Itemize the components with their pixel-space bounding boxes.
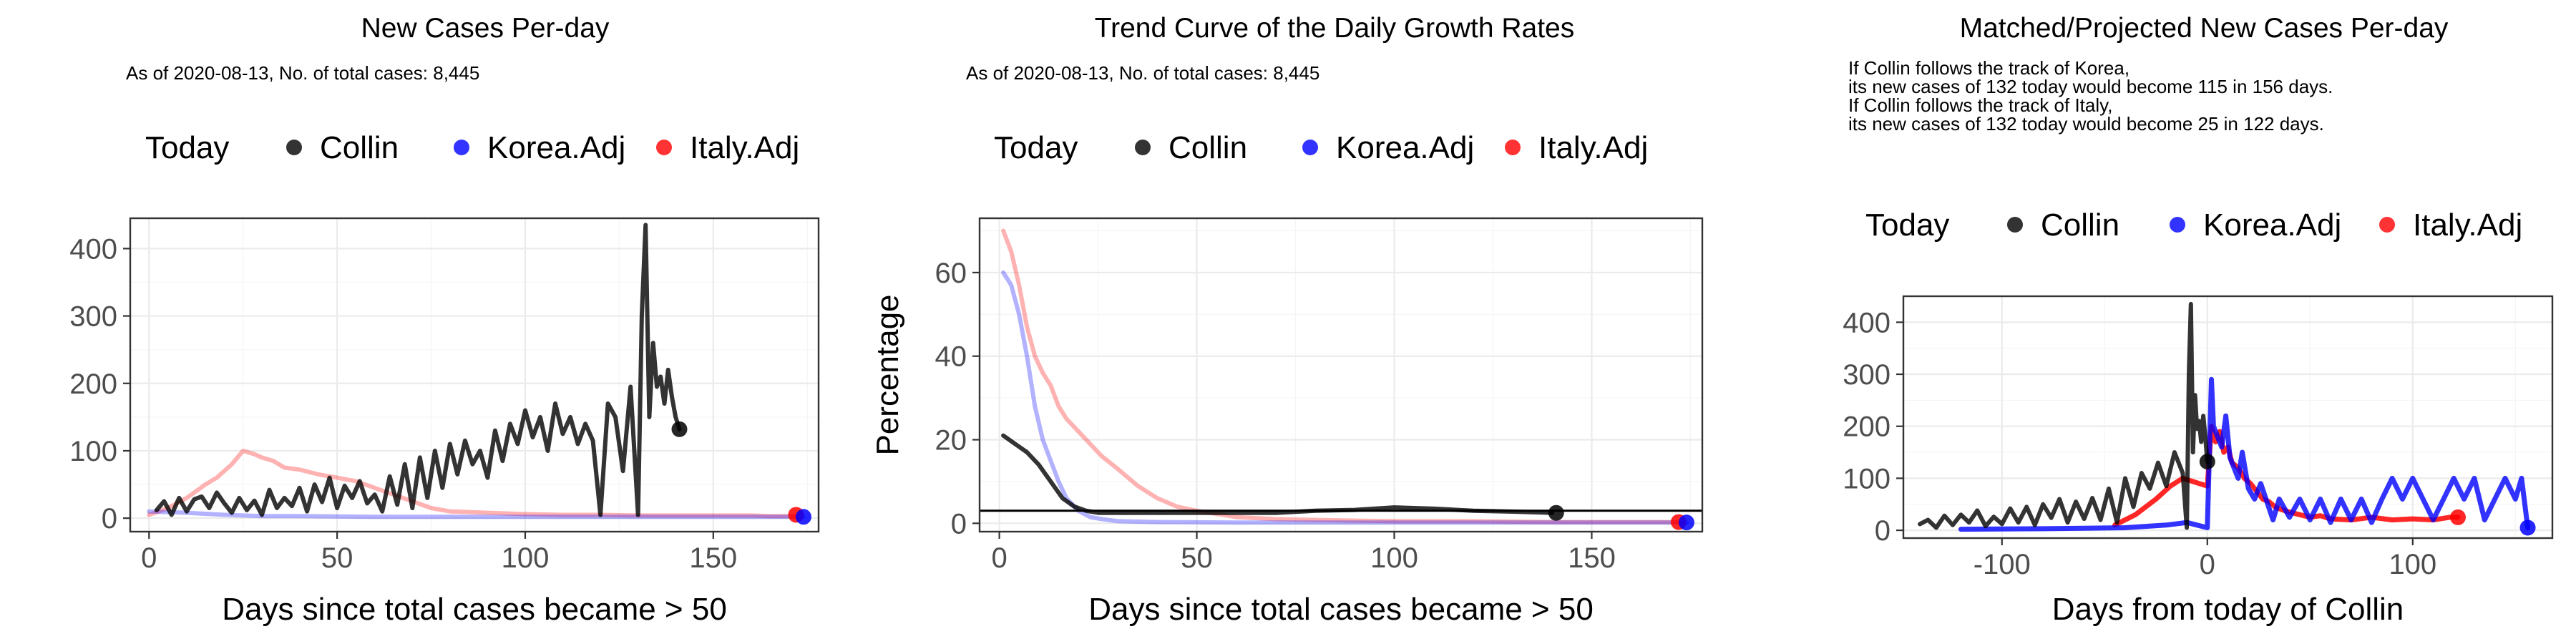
chart-1-y-tick-label: 0 (102, 503, 117, 535)
chart-3-today-point-italy (2449, 509, 2466, 525)
chart-3-series-collin (1918, 301, 2210, 530)
chart-1-legend-label-korea: Korea.Adj (487, 130, 625, 165)
chart-1-x-axis-title: Days since total cases became > 50 (222, 592, 727, 627)
chart-3-note-2: its new cases of 132 today would become … (1848, 76, 2333, 97)
chart-2-grid (980, 218, 1702, 532)
chart-3-note-3: If Collin follows the track of Italy, (1848, 94, 2112, 116)
chart-3-series-italy (2112, 424, 2461, 528)
chart-2-legend-label-italy: Italy.Adj (1538, 130, 1648, 165)
chart-2-y-tick-label: 0 (951, 508, 967, 540)
chart-3-legend-key-collin (2007, 217, 2023, 233)
chart-3-y-tick-label: 100 (1843, 463, 1890, 494)
chart-3-y-tick-label: 400 (1843, 307, 1890, 338)
chart-2-series-korea (1001, 270, 1689, 525)
chart-1-y-tick-label: 200 (69, 369, 117, 400)
chart-1-y-tick-label: 300 (69, 301, 117, 333)
chart-1-series-korea (147, 509, 806, 519)
chart-2-y-tick-label: 60 (935, 258, 967, 289)
chart-1-x-tick-label: 100 (502, 542, 550, 574)
chart-3-note-4: its new cases of 132 today would become … (1848, 113, 2324, 135)
chart-2-y-tick-label: 40 (935, 341, 967, 373)
chart-2-legend-label-today: Today (994, 130, 1078, 165)
chart-2-today-point-korea (1678, 514, 1694, 531)
chart-3-panel-frame (1902, 295, 2554, 540)
chart-2-note-1: As of 2020-08-13, No. of total cases: 8,… (966, 62, 1319, 84)
chart-1-legend-key-collin (286, 140, 302, 155)
chart-3-today-point-collin (2199, 454, 2215, 470)
chart-2-series-collin (1001, 433, 1555, 515)
chart-2-legend-key-collin (1135, 140, 1151, 155)
chart-2-legend-label-collin: Collin (1169, 130, 1247, 165)
chart-3-legend-label-today: Today (1865, 208, 1949, 243)
chart-2-panel-frame (978, 217, 1704, 533)
chart-1-title: New Cases Per-day (361, 13, 610, 44)
chart-1-note-1: As of 2020-08-13, No. of total cases: 8,… (126, 62, 479, 84)
chart-2-legend-label-korea: Korea.Adj (1336, 130, 1474, 165)
chart-3-legend-label-korea: Korea.Adj (2203, 208, 2341, 243)
chart-1-x-tick-label: 50 (321, 542, 353, 574)
chart-2-x-tick-label: 100 (1370, 542, 1418, 574)
chart-3-y-tick-label: 300 (1843, 359, 1890, 391)
chart-1-legend: Today Collin Korea.Adj Italy.Adj (145, 130, 799, 165)
chart-1-today-point-collin (671, 421, 688, 437)
chart-2-y-tick-label: 20 (935, 425, 967, 457)
chart-3-y-tick-label: 200 (1843, 411, 1890, 443)
chart-2-series-italy (1001, 228, 1681, 525)
chart-1-series-italy (147, 449, 799, 519)
chart-3-note-1: If Collin follows the track of Korea, (1848, 57, 2129, 79)
chart-3-x-tick-label: -100 (1974, 549, 2031, 580)
chart-3-series-korea (1958, 376, 2531, 532)
chart-1-series-collin (154, 223, 682, 517)
chart-1-legend-key-korea (454, 140, 469, 155)
chart-3-legend-label-collin: Collin (2041, 208, 2119, 243)
chart-1-legend-key-italy (656, 140, 672, 155)
chart-2-x-tick-label: 50 (1181, 542, 1213, 574)
chart-1-today-point-korea (795, 509, 811, 525)
chart-2-x-tick-label: 0 (991, 542, 1007, 574)
chart-3-legend-label-italy: Italy.Adj (2413, 208, 2522, 243)
chart-3-y-tick-label: 0 (1875, 515, 1890, 547)
chart-1-legend-label-today: Today (145, 130, 229, 165)
chart-1-x-tick-label: 150 (689, 542, 737, 574)
chart-2-y-axis-title: Percentage (870, 294, 905, 455)
chart-2-legend-key-korea (1302, 140, 1318, 155)
chart-1-panel-frame (129, 217, 820, 533)
chart-3-x-tick-label: 100 (2389, 549, 2436, 580)
chart-2-title: Trend Curve of the Daily Growth Rates (1095, 13, 1574, 44)
chart-1-y-tick-label: 400 (69, 233, 117, 265)
chart-1-y-tick-label: 100 (69, 436, 117, 467)
chart-1-legend-label-italy: Italy.Adj (690, 130, 799, 165)
chart-3-legend: Today Collin Korea.Adj Italy.Adj (1865, 208, 2522, 243)
chart-2-today-point-collin (1548, 504, 1564, 521)
chart-1-legend-label-collin: Collin (320, 130, 399, 165)
chart-2-x-axis-title: Days since total cases became > 50 (1088, 592, 1594, 627)
chart-3-legend-key-korea (2170, 217, 2185, 233)
chart-3-today-point-korea (2519, 519, 2536, 536)
chart-1-grid (130, 218, 819, 532)
chart-2-legend: Today Collin Korea.Adj Italy.Adj (994, 130, 1648, 165)
chart-3-x-tick-label: 0 (2200, 549, 2215, 580)
chart-2-legend-key-italy (1505, 140, 1521, 155)
chart-3-title: Matched/Projected New Cases Per-day (1960, 13, 2449, 44)
chart-3-x-axis-title: Days from today of Collin (2052, 592, 2404, 627)
chart-2-x-tick-label: 150 (1568, 542, 1616, 574)
chart-3-legend-key-italy (2379, 217, 2395, 233)
chart-1-x-tick-label: 0 (141, 542, 157, 574)
chart-3-grid (1903, 296, 2552, 538)
